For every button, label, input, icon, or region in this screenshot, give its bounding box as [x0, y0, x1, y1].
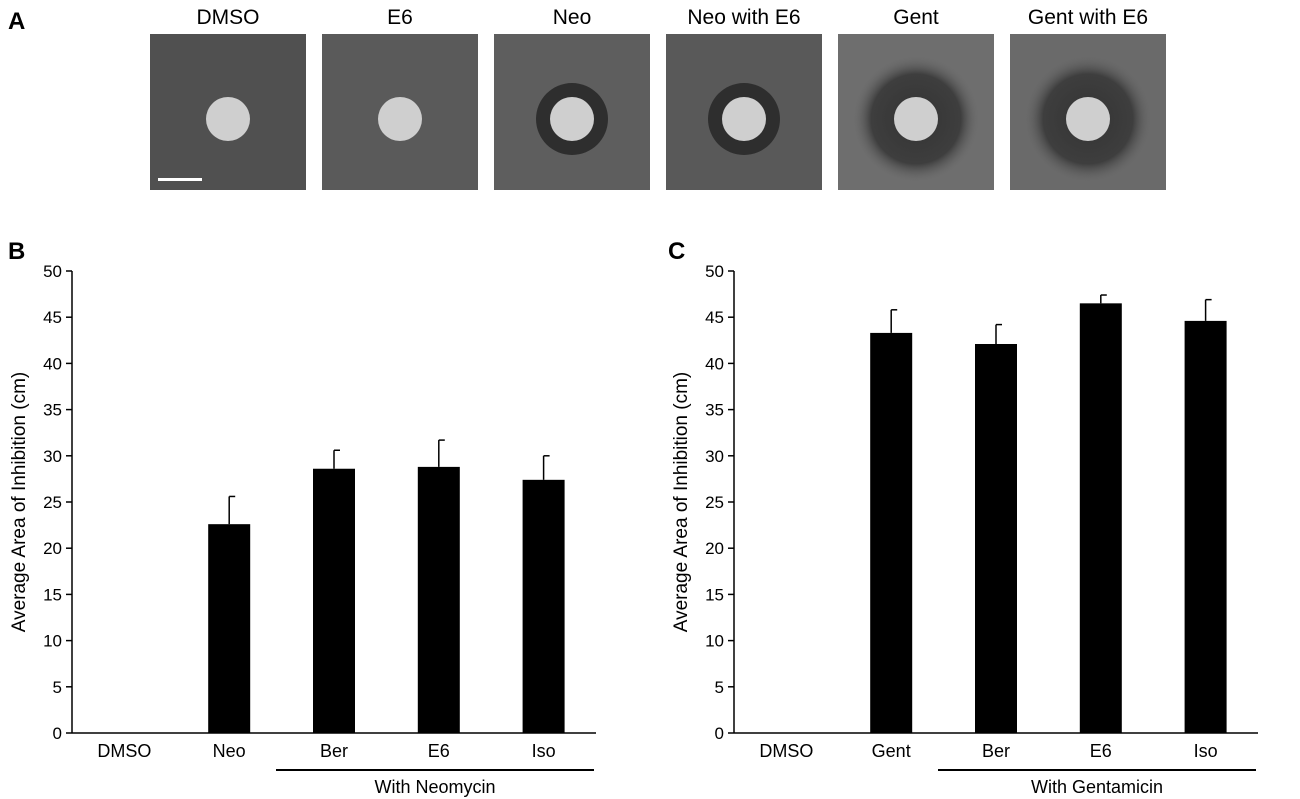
x-tick-label: E6 — [428, 741, 450, 761]
y-tick-label: 20 — [705, 539, 724, 558]
x-tick-label: Gent — [872, 741, 911, 761]
x-tick-label: DMSO — [759, 741, 813, 761]
bar — [870, 332, 913, 733]
y-tick-label: 25 — [705, 493, 724, 512]
y-tick-label: 0 — [53, 724, 62, 743]
y-tick-label: 45 — [705, 308, 724, 327]
y-tick-label: 0 — [715, 724, 724, 743]
plate-image — [150, 34, 306, 190]
y-tick-label: 20 — [43, 539, 62, 558]
x-tick-label: Ber — [320, 741, 348, 761]
x-tick-label: DMSO — [97, 741, 151, 761]
y-tick-label: 5 — [53, 678, 62, 697]
bar — [975, 343, 1017, 733]
y-tick-label: 35 — [705, 401, 724, 420]
bar — [1079, 303, 1122, 733]
y-tick-label: 40 — [705, 354, 724, 373]
x-tick-label: E6 — [1090, 741, 1112, 761]
y-tick-label: 50 — [705, 262, 724, 281]
panel-b-letter: B — [8, 238, 26, 265]
bar-chart-gentamicin: 0 5 10 15 20 25 30 35 40 45 50 Average Area of Inhi… — [671, 262, 1258, 797]
plate-agar — [1010, 34, 1166, 190]
plate-image — [666, 34, 822, 190]
antibiotic-disc — [550, 97, 594, 141]
group-label: With Neomycin — [374, 777, 495, 797]
y-tick-label: 40 — [43, 354, 62, 373]
bar — [313, 468, 355, 733]
x-tick-label: Iso — [1194, 741, 1218, 761]
y-tick-label: 10 — [43, 632, 62, 651]
panel-a-letter: A — [8, 8, 26, 35]
y-tick-label: 5 — [715, 678, 724, 697]
bar-chart-neomycin: 0 5 10 15 20 25 30 35 40 45 50 Average Area of Inhi… — [9, 262, 596, 797]
y-tick-label: 10 — [705, 632, 724, 651]
y-axis-label: Average Area of Inhibition (cm) — [671, 372, 692, 633]
plate-title: DMSO — [196, 6, 260, 29]
plate-agar — [322, 34, 478, 190]
plate-image — [838, 34, 994, 190]
antibiotic-disc — [894, 97, 938, 141]
bar — [417, 466, 460, 733]
plate-title: Gent — [893, 6, 939, 29]
antibiotic-disc — [1066, 97, 1110, 141]
antibiotic-disc — [378, 97, 422, 141]
y-axis-label: Average Area of Inhibition (cm) — [9, 372, 30, 633]
plate-agar — [838, 34, 994, 190]
x-tick-label: Iso — [532, 741, 556, 761]
y-tick-label: 25 — [43, 493, 62, 512]
plate-title: Neo with E6 — [687, 6, 801, 29]
bar — [1184, 320, 1227, 733]
y-tick-label: 50 — [43, 262, 62, 281]
y-tick-label: 30 — [705, 447, 724, 466]
x-tick-label: Ber — [982, 741, 1010, 761]
panel-c-letter: C — [668, 238, 686, 265]
plate-title: Gent with E6 — [1027, 6, 1149, 29]
plate-agar — [150, 34, 306, 190]
antibiotic-disc — [206, 97, 250, 141]
scale-bar — [158, 178, 202, 181]
plate-image — [322, 34, 478, 190]
y-tick-label: 45 — [43, 308, 62, 327]
bar — [522, 479, 565, 733]
plate-title: E6 — [387, 6, 413, 29]
bar — [208, 524, 251, 733]
y-tick-label: 15 — [705, 585, 724, 604]
y-tick-label: 15 — [43, 585, 62, 604]
plate-agar — [666, 34, 822, 190]
y-tick-label: 35 — [43, 401, 62, 420]
group-label: With Gentamicin — [1031, 777, 1163, 797]
antibiotic-disc — [722, 97, 766, 141]
plate-image — [494, 34, 650, 190]
plate-title: Neo — [552, 6, 592, 29]
plate-image — [1010, 34, 1166, 190]
plate-agar — [494, 34, 650, 190]
x-tick-label: Neo — [213, 741, 246, 761]
y-tick-label: 30 — [43, 447, 62, 466]
